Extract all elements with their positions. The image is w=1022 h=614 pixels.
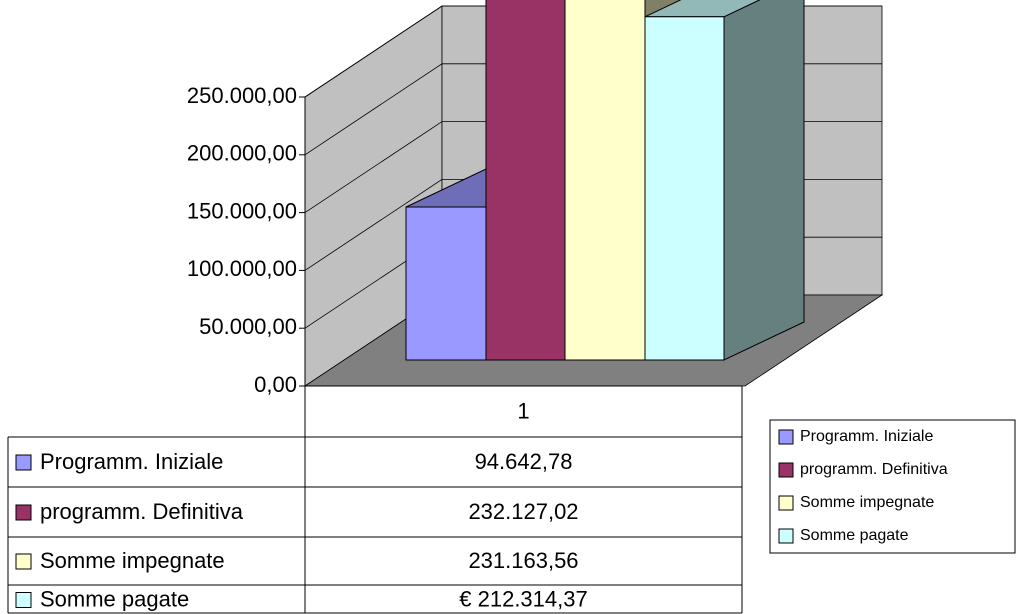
legend-swatch bbox=[778, 429, 794, 445]
legend-item-label: Programm. Iniziale bbox=[800, 428, 933, 445]
y-tick-label: 250.000,00 bbox=[187, 83, 297, 108]
bar-front-face bbox=[564, 0, 646, 361]
y-tick-label: 50.000,00 bbox=[199, 314, 297, 339]
y-axis: 0,00 50.000,00 100.000,00 150.000,00 200.000… bbox=[187, 83, 306, 397]
legend-item-label: programm. Definitiva bbox=[800, 461, 948, 478]
y-tick-label: 150.000,00 bbox=[187, 198, 297, 223]
table-header: 1 bbox=[517, 398, 529, 423]
table-row-value: 232.127,02 bbox=[468, 499, 578, 524]
legend-swatch bbox=[778, 495, 794, 511]
table-row-label: programm. Definitiva bbox=[40, 499, 244, 524]
bar-front-face bbox=[405, 206, 487, 361]
legend: Programm. Iniziale programm. Definitiva So… bbox=[769, 419, 1016, 554]
table-row-label: Somme impegnate bbox=[40, 548, 225, 573]
legend-item-label: Somme pagate bbox=[800, 527, 909, 544]
bar-front-face bbox=[644, 16, 725, 361]
table-row-label: Somme pagate bbox=[40, 586, 189, 611]
legend-swatch bbox=[778, 462, 794, 478]
bar-somme-pagate bbox=[644, 0, 805, 361]
table-row-key-swatch bbox=[15, 553, 32, 570]
table-row-key-swatch bbox=[15, 592, 32, 608]
y-tick-label: 200.000,00 bbox=[187, 141, 297, 166]
bar-front-face bbox=[485, 0, 566, 361]
table-row-value: € 212.314,37 bbox=[459, 586, 587, 611]
bar-side-face bbox=[723, 0, 805, 361]
legend-item-label: Somme impegnate bbox=[800, 494, 934, 511]
table-row-key-swatch bbox=[15, 454, 32, 471]
y-tick-label: 100.000,00 bbox=[187, 256, 297, 281]
legend-swatch bbox=[778, 528, 794, 544]
table-row-key-swatch bbox=[15, 504, 32, 521]
data-table: 1 Programm. Iniziale 94.642,78 programm. De… bbox=[7, 385, 743, 614]
bars bbox=[405, 0, 805, 361]
y-tick-label: 0,00 bbox=[254, 372, 297, 397]
legend-box bbox=[769, 419, 1016, 554]
table-row-value: 94.642,78 bbox=[475, 449, 573, 474]
table-row-label: Programm. Iniziale bbox=[40, 449, 223, 474]
table-row-value: 231.163,56 bbox=[468, 548, 578, 573]
